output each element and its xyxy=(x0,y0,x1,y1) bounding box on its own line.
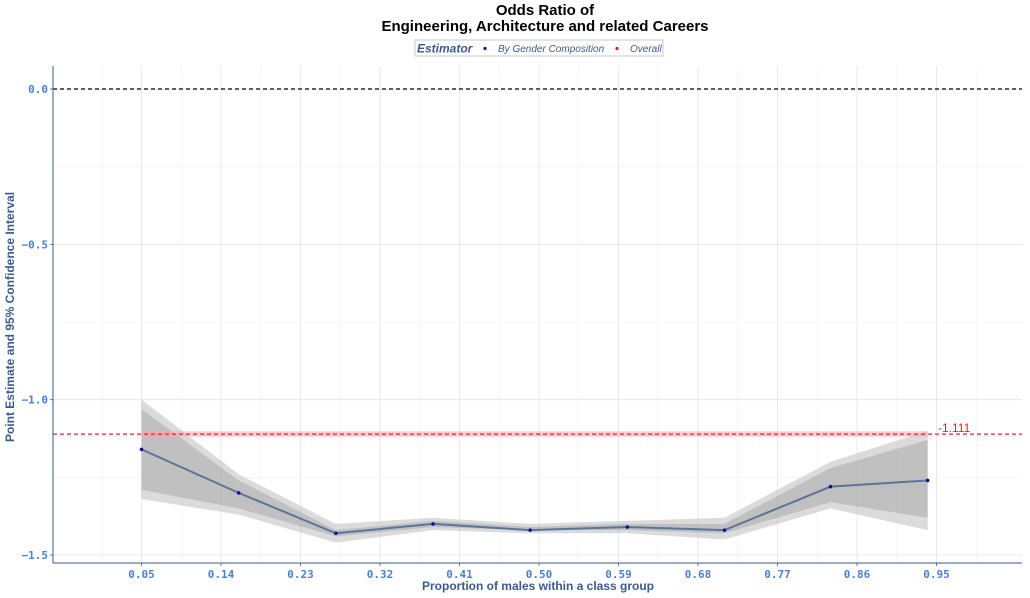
legend-box xyxy=(414,39,664,57)
x-tick-label: 0.41 xyxy=(446,568,473,581)
y-tick-label: −1.5 xyxy=(22,549,49,562)
series-point xyxy=(722,528,727,532)
overall-estimate-label: -1.111 xyxy=(938,421,971,435)
legend-label-by-gender-composition: By Gender Composition xyxy=(498,44,605,55)
x-tick-label: 0.59 xyxy=(605,568,632,581)
chart-title-line-2: Engineering, Architecture and related Ca… xyxy=(381,18,708,35)
series xyxy=(139,447,930,536)
axes xyxy=(52,66,1022,564)
x-axis-ticks: 0.05 0.14 0.23 0.32 0.41 0.50 0.59 0.68 0.77 0.86… xyxy=(128,563,950,581)
x-tick-label: 0.77 xyxy=(764,568,791,581)
x-tick-label: 0.50 xyxy=(526,568,553,581)
y-tick-label: −0.5 xyxy=(22,238,49,251)
legend: Estimator By Gender Composition Overall xyxy=(414,39,664,57)
legend-label-overall: Overall xyxy=(630,44,662,55)
y-tick-label: 0.0 xyxy=(28,83,48,96)
series-point xyxy=(139,447,144,452)
x-tick-label: 0.32 xyxy=(367,568,394,581)
ci-band-outer xyxy=(141,399,928,543)
series-point xyxy=(528,528,532,532)
x-tick-label: 0.23 xyxy=(287,568,314,581)
legend-title: Estimator xyxy=(417,42,474,56)
legend-marker-by-gender-composition xyxy=(483,46,487,51)
confidence-bands xyxy=(141,399,928,543)
x-tick-label: 0.95 xyxy=(923,568,950,581)
x-tick-label: 0.05 xyxy=(128,568,155,581)
x-axis-title: Proportion of males within a class group xyxy=(422,579,654,593)
chart-title: Odds Ratio of Engineering, Architecture … xyxy=(381,2,708,35)
reference-lines xyxy=(53,88,1022,437)
series-point xyxy=(334,531,338,536)
x-tick-label: 0.86 xyxy=(844,568,871,581)
series-point xyxy=(431,522,435,526)
chart-title-line-1: Odds Ratio of xyxy=(496,2,595,19)
y-tick-label: −1.0 xyxy=(22,394,49,407)
x-tick-label: 0.68 xyxy=(685,568,712,581)
y-axis-ticks: 0.0 −0.5 −1.0 −1.5 xyxy=(22,83,53,562)
series-point xyxy=(236,491,241,495)
overall-ci-band xyxy=(141,431,928,437)
x-tick-label: 0.14 xyxy=(208,568,235,581)
series-point xyxy=(828,484,833,489)
y-axis-title: Point Estimate and 95% Confidence Interv… xyxy=(3,192,17,442)
legend-marker-overall xyxy=(615,46,619,51)
series-point xyxy=(625,525,630,529)
series-point xyxy=(925,478,930,483)
